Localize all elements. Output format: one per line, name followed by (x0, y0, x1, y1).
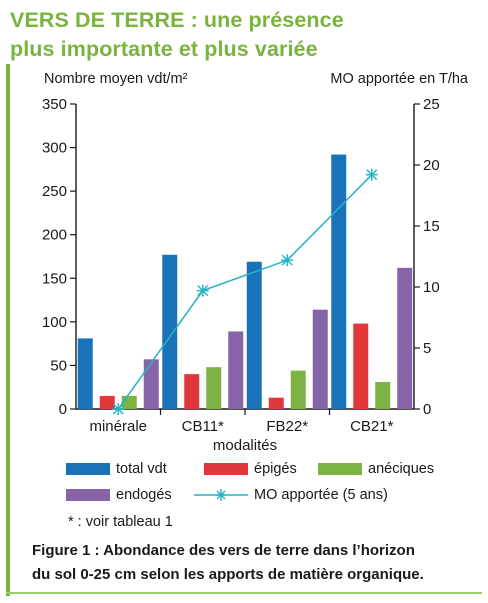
y-right-tick-label: 10 (423, 279, 440, 296)
caption-line-2: du sol 0-25 cm selon les apports de mati… (32, 566, 424, 583)
frame-left-border (6, 64, 10, 596)
bar-épigés-0 (99, 395, 115, 409)
bar-endogés-3 (397, 267, 413, 409)
legend-label-aneciques: anéciques (368, 461, 435, 477)
legend-label-endoges: endogés (116, 487, 172, 503)
bar-total-vdt-1 (162, 254, 178, 409)
legend-label-total-vdt: total vdt (116, 461, 167, 477)
bar-endogés-0 (143, 359, 159, 409)
y-left-tick-label: 150 (42, 270, 67, 287)
bar-endogés-2 (312, 309, 328, 409)
bar-anéciques-1 (206, 367, 222, 409)
frame-bottom-border (6, 592, 482, 594)
mo-point-3 (365, 168, 378, 181)
title-line-1: VERS DE TERRE : une présence (10, 8, 344, 32)
y-left-tick-label: 50 (50, 357, 67, 374)
x-tick-label: FB22* (266, 418, 308, 435)
y-axis-right-label: MO apportée en T/ha (330, 71, 468, 87)
chart-title: VERS DE TERRE : une présence plus import… (10, 6, 480, 64)
y-left-tick-label: 250 (42, 183, 67, 200)
bar-total-vdt-0 (77, 338, 93, 409)
y-right-tick-label: 15 (423, 218, 440, 235)
y-left-tick-label: 0 (59, 401, 67, 418)
legend-swatch-epiges (204, 463, 248, 475)
y-axis-left-label: Nombre moyen vdt/m² (44, 71, 188, 87)
y-right-tick-label: 5 (423, 340, 431, 357)
legend-swatch-endoges (66, 489, 110, 501)
title-line-2: plus importante et plus variée (10, 37, 318, 61)
x-tick-label: CB11* (182, 418, 224, 435)
bar-anéciques-3 (375, 381, 391, 409)
mo-line (117, 174, 373, 410)
x-tick-label: minérale (89, 418, 147, 435)
bar-anéciques-2 (290, 370, 306, 409)
bar-épigés-2 (268, 397, 284, 409)
legend-swatch-aneciques (318, 463, 362, 475)
y-left-tick-label: 300 (42, 140, 67, 157)
mo-point-1 (196, 284, 209, 297)
legend-label-mo: MO apportée (5 ans) (254, 487, 388, 503)
legend-swatch-total-vdt (66, 463, 110, 475)
bar-épigés-3 (353, 323, 369, 409)
x-tick-label: CB21* (350, 418, 394, 435)
bar-anéciques-0 (121, 395, 137, 409)
x-axis-label: modalités (213, 437, 277, 454)
bar-total-vdt-2 (246, 261, 262, 409)
y-right-tick-label: 0 (423, 401, 431, 418)
bar-endogés-1 (228, 331, 244, 409)
y-left-tick-label: 200 (42, 227, 67, 244)
mo-point-0 (112, 403, 125, 415)
figure-caption: Figure 1 : Abondance des vers de terre d… (32, 539, 482, 587)
bar-épigés-1 (184, 374, 200, 409)
bar-total-vdt-3 (331, 154, 347, 409)
y-right-tick-label: 20 (423, 157, 440, 174)
chart-plot: 0 50 100 150 200 250 300 350 0 5 10 15 20 25 minérale C… (42, 96, 440, 454)
mo-point-2 (281, 254, 294, 267)
y-right-tick-label: 25 (423, 96, 440, 113)
legend-label-epiges: épigés (254, 461, 297, 477)
caption-line-1: Figure 1 : Abondance des vers de terre d… (32, 542, 415, 559)
footnote: * : voir tableau 1 (68, 514, 173, 530)
legend-line-mo (194, 489, 248, 501)
y-left-tick-label: 350 (42, 96, 67, 113)
y-left-tick-label: 100 (42, 314, 67, 331)
